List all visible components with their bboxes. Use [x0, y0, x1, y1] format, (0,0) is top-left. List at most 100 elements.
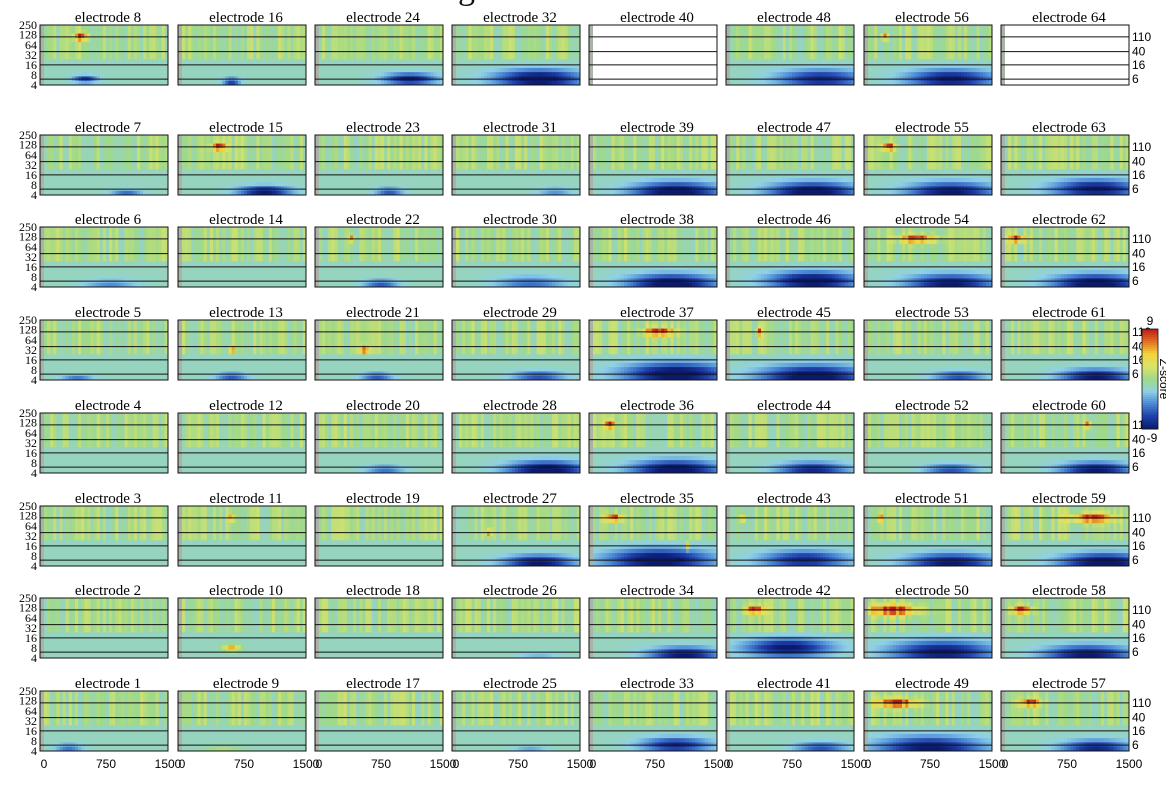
- heatmap-cell: [91, 367, 94, 372]
- heatmap-cell: [63, 329, 66, 334]
- heatmap-cell: [75, 174, 78, 179]
- heatmap-cell: [97, 261, 100, 266]
- heatmap-cell: [146, 148, 149, 153]
- heatmap-cell: [50, 169, 53, 174]
- heatmap-cell: [94, 510, 97, 515]
- heatmap-cell: [128, 363, 131, 368]
- heatmap-cell: [125, 417, 128, 422]
- heatmap-cell: [91, 641, 94, 646]
- heatmap-cell: [106, 645, 109, 650]
- heatmap-cell: [115, 452, 118, 457]
- heatmap-cell: [122, 144, 125, 149]
- heatmap-cell: [125, 231, 128, 236]
- heatmap-cell: [56, 452, 59, 457]
- heatmap-cell: [146, 59, 149, 64]
- heatmap-cell: [84, 426, 87, 431]
- heatmap-cell: [91, 611, 94, 616]
- heatmap-cell: [66, 165, 69, 170]
- heatmap-cell: [91, 34, 94, 39]
- heatmap-cell: [159, 367, 162, 372]
- heatmap-cell: [134, 363, 137, 368]
- heatmap-cell: [149, 266, 152, 271]
- heatmap-cell: [69, 452, 72, 457]
- heatmap-cell: [112, 367, 115, 372]
- heatmap-cell: [87, 452, 90, 457]
- heatmap-cell: [112, 266, 115, 271]
- heatmap-cell: [84, 324, 87, 329]
- heatmap-cell: [56, 641, 59, 646]
- heatmap-cell: [56, 72, 59, 77]
- heatmap-cell: [159, 46, 162, 51]
- heatmap-cell: [106, 553, 109, 558]
- heatmap-cell: [94, 628, 97, 633]
- heatmap-cell: [72, 628, 75, 633]
- heatmap-cell: [75, 165, 78, 170]
- heatmap-cell: [100, 178, 103, 183]
- heatmap-cell: [47, 25, 50, 30]
- heatmap-cell: [84, 148, 87, 153]
- heatmap-cell: [75, 354, 78, 359]
- heatmap-cell: [106, 227, 109, 232]
- heatmap-cell: [50, 59, 53, 64]
- heatmap-cell: [159, 320, 162, 325]
- heatmap-cell: [53, 422, 56, 427]
- heatmap-cell: [115, 174, 118, 179]
- heatmap-cell: [140, 510, 143, 515]
- heatmap-cell: [75, 350, 78, 355]
- heatmap-cell: [115, 333, 118, 338]
- heatmap-cell: [106, 632, 109, 637]
- heatmap-cell: [50, 165, 53, 170]
- heatmap-cell: [100, 231, 103, 236]
- heatmap-cell: [81, 274, 84, 279]
- heatmap-cell: [118, 266, 121, 271]
- heatmap-cell: [75, 619, 78, 624]
- heatmap-cell: [125, 270, 128, 275]
- heatmap-cell: [75, 144, 78, 149]
- heatmap-cell: [100, 506, 103, 511]
- heatmap-cell: [47, 553, 50, 558]
- heatmap-cell: [134, 25, 137, 30]
- heatmap-cell: [125, 42, 128, 47]
- heatmap-cell: [140, 182, 143, 187]
- heatmap-cell: [63, 519, 66, 524]
- heatmap-cell: [131, 148, 134, 153]
- heatmap-cell: [72, 434, 75, 439]
- heatmap-cell: [118, 337, 121, 342]
- heatmap-cell: [159, 417, 162, 422]
- heatmap-cell: [162, 367, 165, 372]
- heatmap-cell: [106, 178, 109, 183]
- heatmap-cell: [56, 341, 59, 346]
- heatmap-cell: [118, 363, 121, 368]
- heatmap-cell: [112, 64, 115, 69]
- heatmap-cell: [103, 248, 106, 253]
- heatmap-cell: [69, 139, 72, 144]
- heatmap-cell: [118, 261, 121, 266]
- heatmap-cell: [78, 59, 81, 64]
- heatmap-cell: [137, 417, 140, 422]
- heatmap-cell: [84, 363, 87, 368]
- heatmap-cell: [87, 46, 90, 51]
- heatmap-cell: [118, 536, 121, 541]
- heatmap-cell: [137, 257, 140, 262]
- heatmap-cell: [91, 248, 94, 253]
- heatmap-cell: [47, 135, 50, 140]
- heatmap-cell: [128, 257, 131, 262]
- baseline-band: [40, 227, 44, 287]
- heatmap-cell: [69, 350, 72, 355]
- heatmap-cell: [109, 29, 112, 34]
- heatmap-cell: [44, 135, 47, 140]
- heatmap-cell: [112, 248, 115, 253]
- heatmap-cell: [112, 182, 115, 187]
- heatmap-cell: [50, 452, 53, 457]
- heatmap-cell: [87, 174, 90, 179]
- heatmap-cell: [81, 422, 84, 427]
- heatmap-cell: [81, 359, 84, 364]
- heatmap-cell: [122, 72, 125, 77]
- heatmap-cell: [112, 324, 115, 329]
- heatmap-cell: [109, 607, 112, 612]
- heatmap-cell: [112, 156, 115, 161]
- heatmap-cell: [66, 240, 69, 245]
- heatmap-cell: [72, 333, 75, 338]
- heatmap-cell: [125, 523, 128, 528]
- heatmap-cell: [134, 72, 137, 77]
